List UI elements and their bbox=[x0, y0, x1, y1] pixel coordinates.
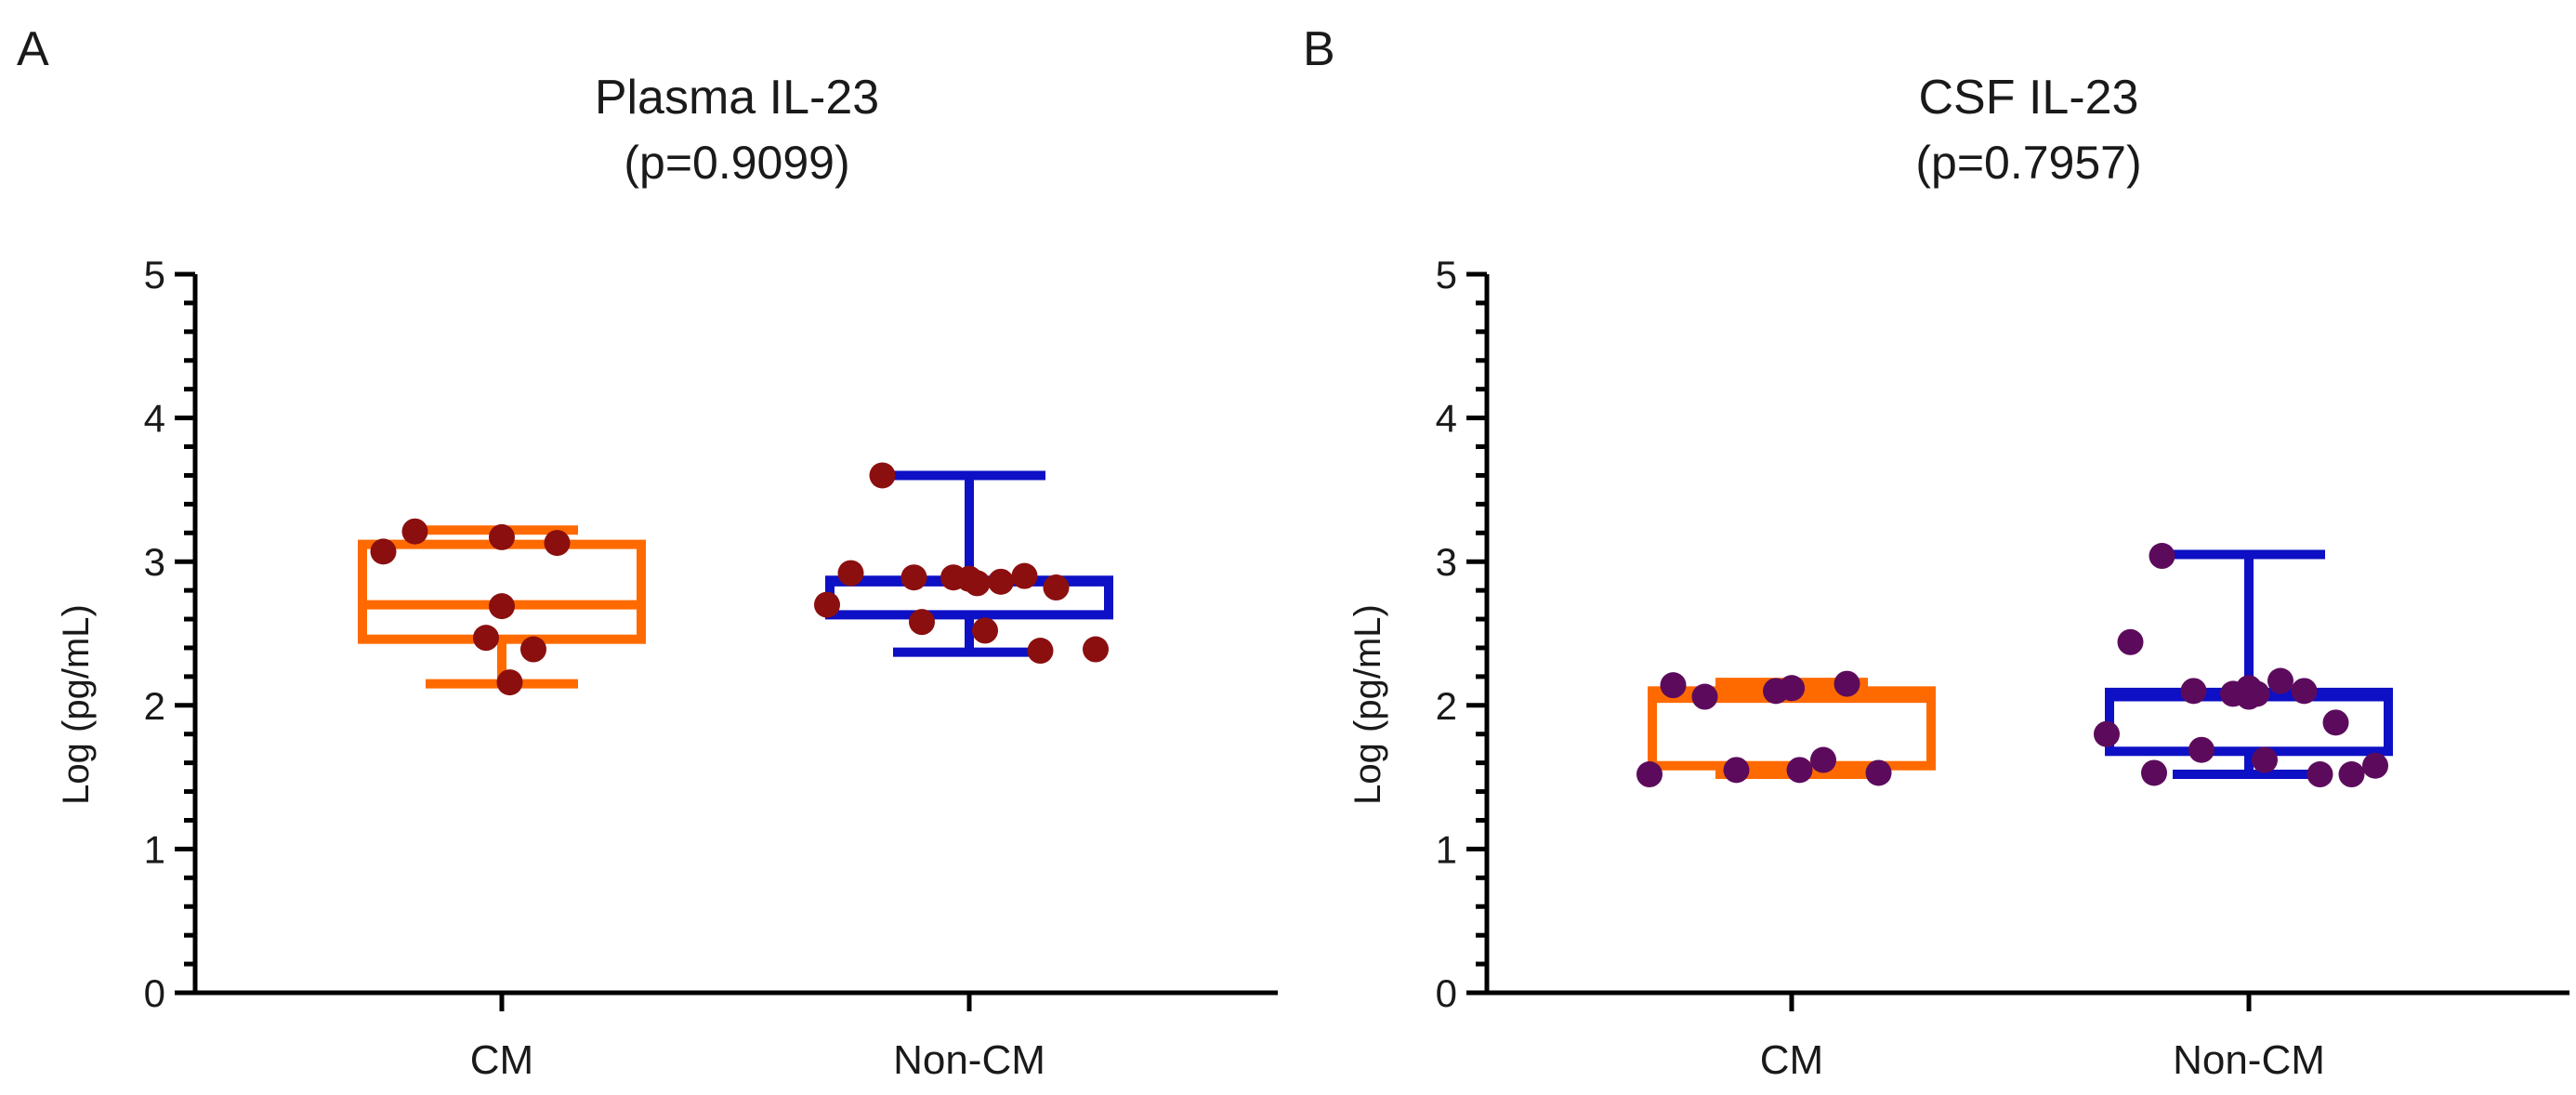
panel-a-letter: A bbox=[17, 22, 49, 76]
panel-a-cm-data-point bbox=[370, 538, 397, 565]
panel-a-plot-area: 0 1 2 3 4 5 bbox=[144, 253, 1278, 1015]
panel-a-non-cm-data-point bbox=[869, 462, 896, 489]
panel-a-y-tick-label: 2 bbox=[144, 684, 165, 728]
panel-b-cm-data-point bbox=[1723, 757, 1750, 784]
panel-b-non-cm-data-point bbox=[2362, 752, 2388, 779]
panel-a: A Plasma IL-23 (p=0.9099) Log (pg/mL) CM… bbox=[17, 22, 1278, 1083]
panel-b-y-tick-label: 1 bbox=[1436, 827, 1457, 871]
panel-b-cm-data-point bbox=[1865, 759, 1892, 786]
panel-b-y-tick-label: 2 bbox=[1436, 684, 1457, 728]
panel-b-non-cm-data-point bbox=[2180, 678, 2207, 705]
panel-a-non-cm-data-point bbox=[964, 570, 991, 597]
panel-b-non-cm-data-point bbox=[2094, 720, 2120, 747]
panel-a-cm-box bbox=[358, 539, 646, 644]
panel-a-y-tick-label: 1 bbox=[144, 827, 165, 871]
panel-b-title: CSF IL-23 bbox=[1919, 71, 2139, 125]
panel-a-title: Plasma IL-23 bbox=[595, 71, 879, 125]
panel-b-cm-data-point bbox=[1636, 761, 1663, 788]
panel-a-x-tick-label-cm: CM bbox=[470, 1037, 533, 1083]
panel-a-cm-data-point bbox=[401, 518, 428, 545]
panel-b-cm-data-point bbox=[1810, 746, 1836, 773]
panel-a-non-cm-data-point bbox=[814, 591, 840, 618]
panel-a-y-tick-label: 3 bbox=[144, 540, 165, 584]
panel-b-cm-data-point bbox=[1691, 683, 1718, 710]
panel-a-non-cm-data-point bbox=[972, 617, 998, 644]
panel-a-cm-data-point bbox=[489, 523, 515, 550]
panel-b-non-cm-data-point bbox=[2307, 761, 2333, 788]
panel-b-y-axis-label: Log (pg/mL) bbox=[1347, 604, 1388, 805]
panel-b-non-cm-data-point bbox=[2188, 736, 2215, 763]
panel-a-cm-data-point bbox=[520, 636, 546, 663]
panel-a-y-tick-label: 5 bbox=[144, 253, 165, 297]
panel-a-non-cm-data-point bbox=[900, 564, 927, 591]
panel-b-non-cm-data-point bbox=[2267, 667, 2293, 694]
panel-b: B CSF IL-23 (p=0.7957) Log (pg/mL) CM No… bbox=[1303, 22, 2569, 1083]
panel-b-x-tick-label-cm: CM bbox=[1760, 1037, 1823, 1083]
panel-a-y-tick-label: 0 bbox=[144, 971, 165, 1015]
panel-b-non-cm-data-point bbox=[2141, 759, 2167, 786]
panel-b-subtitle: (p=0.7957) bbox=[1915, 137, 2141, 189]
panel-a-non-cm-data-point bbox=[1083, 636, 1109, 663]
panel-b-non-cm-data-point bbox=[2220, 680, 2246, 707]
panel-b-y-tick-label: 5 bbox=[1436, 253, 1457, 297]
panel-b-non-cm-data-point bbox=[2291, 678, 2318, 705]
panel-b-cm-data-point bbox=[1833, 670, 1860, 697]
panel-b-cm-data-point bbox=[1786, 757, 1813, 784]
panel-a-x-tick-label-non-cm: Non-CM bbox=[893, 1037, 1045, 1083]
panel-b-non-cm-data-point bbox=[2252, 746, 2278, 773]
panel-b-non-cm-data-point bbox=[2149, 543, 2175, 570]
panel-a-cm-data-point bbox=[496, 669, 523, 696]
panel-b-y-tick-label: 0 bbox=[1436, 971, 1457, 1015]
panel-a-non-cm-data-point bbox=[909, 609, 935, 636]
panel-b-cm-data-point bbox=[1763, 678, 1789, 705]
panel-b-y-tick-label: 3 bbox=[1436, 540, 1457, 584]
panel-a-cm-data-point bbox=[544, 530, 571, 557]
panel-a-cm-data-point bbox=[489, 593, 515, 620]
panel-a-cm-data-point bbox=[473, 625, 499, 652]
panel-b-non-cm-data-point bbox=[2322, 709, 2349, 736]
panel-b-plot-area: 0 1 2 3 4 5 bbox=[1436, 253, 2569, 1015]
panel-a-subtitle: (p=0.9099) bbox=[624, 137, 849, 189]
panel-a-non-cm-data-point bbox=[1027, 638, 1054, 665]
panel-b-y-tick-label: 4 bbox=[1436, 397, 1457, 441]
panel-b-non-cm-data-point bbox=[2117, 628, 2144, 655]
panel-b-non-cm-data-point bbox=[2338, 761, 2365, 788]
panel-b-non-cm-data-point bbox=[2243, 680, 2270, 707]
panel-a-y-tick-label: 4 bbox=[144, 397, 165, 441]
panel-b-x-tick-label-non-cm: Non-CM bbox=[2173, 1037, 2325, 1083]
panel-a-y-axis-label: Log (pg/mL) bbox=[56, 604, 97, 805]
panel-a-non-cm-data-point bbox=[1043, 574, 1070, 601]
panel-a-non-cm-data-point bbox=[940, 564, 966, 591]
panel-a-non-cm-data-point bbox=[988, 568, 1014, 595]
panel-b-letter: B bbox=[1303, 22, 1335, 76]
panel-a-non-cm-data-point bbox=[837, 560, 864, 587]
panel-a-non-cm-data-point bbox=[1011, 562, 1038, 589]
panel-b-cm-data-point bbox=[1660, 672, 1687, 699]
